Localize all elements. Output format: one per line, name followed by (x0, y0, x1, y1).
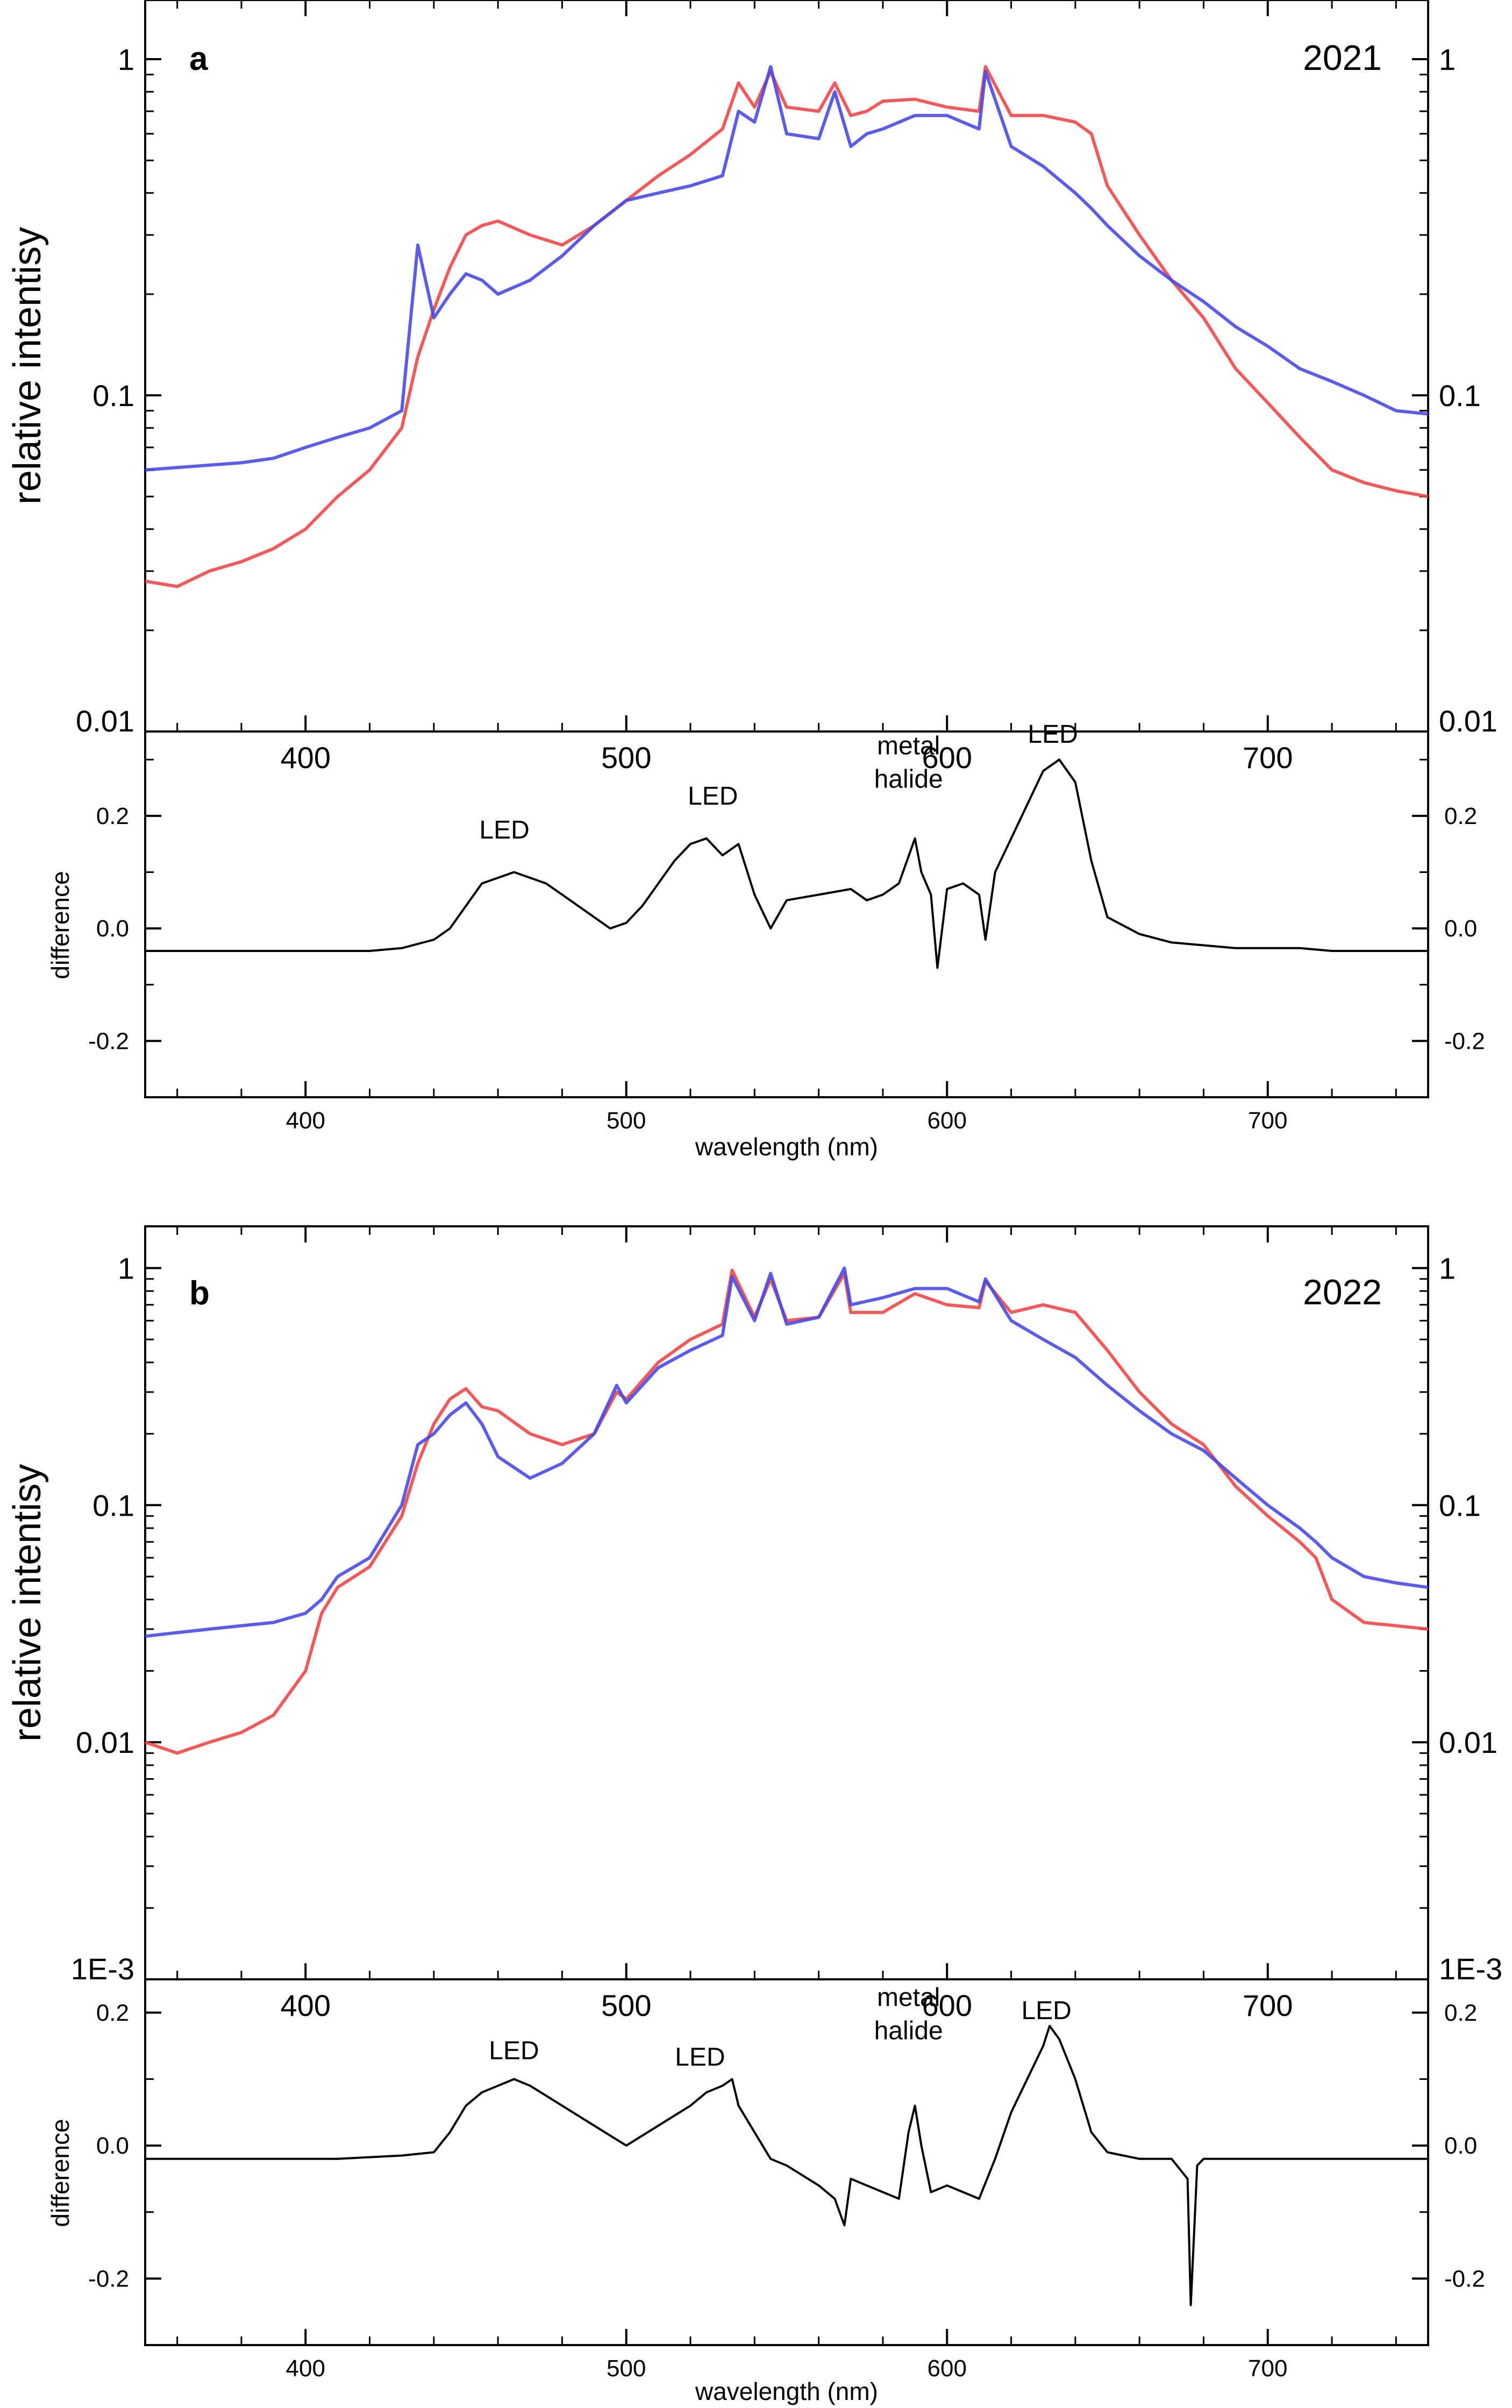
panel-b-diff-xtick-label: 600 (928, 2355, 967, 2382)
panel-a-main-series-line-0 (145, 65, 1429, 588)
panel-a-diff-frame (144, 730, 1429, 1098)
panel-b-main-series-line-0 (145, 1268, 1429, 1755)
panel-a-main-xtick-label: 700 (1243, 741, 1293, 775)
panel-a-main-xtick-label: 500 (601, 741, 651, 775)
panel-b-diff-annotation: LED (489, 2036, 539, 2065)
panel-b-letter: b (189, 1275, 210, 1312)
panel-b-main-ytick-label-right: 1 (1439, 1252, 1456, 1285)
panel-a-diff-ytick-label: 0.2 (96, 803, 129, 829)
panel-a-main-ytick-label-right: 0.1 (1439, 379, 1481, 413)
panel-b-main-plot: 1E-3 1E-3 0.01 0.01 0.1 0.1 1 1 400 500 600 700 b 2… (6, 1225, 1502, 2022)
panel-a-main-ytick-label: 1 (118, 42, 134, 76)
panel-a-main-ytick-label-right: 1 (1439, 42, 1456, 76)
panel-b-diff-annotation: halide (874, 2016, 943, 2045)
panel-b-diff-ticks: -0.2 -0.2 0.0 0.0 0.2 0.2 400 500 600 700 (88, 2000, 1485, 2382)
panel-b-main-frame (144, 1225, 1429, 1980)
panel-b-diff-xtick-label: 700 (1248, 2355, 1287, 2382)
panel-b-annotations: LED LED metal halide LED (489, 1983, 1072, 2071)
panel-a-main-ytick-label: 0.1 (92, 379, 134, 413)
panel-a-diff-xtick-label: 400 (286, 1107, 325, 1134)
panel-a-xlabel: wavelength (nm) (695, 1133, 878, 1161)
panel-b-main-ytick-label-right: 0.1 (1439, 1488, 1481, 1522)
panel-b-main-series-line-1 (145, 1266, 1429, 1638)
panel-b-diff-ytick-label-right: 0.2 (1444, 2000, 1477, 2026)
panel-b-diff-ytick-label-right: 0.0 (1444, 2133, 1477, 2159)
panel-a-diff-annotation: halide (874, 765, 943, 794)
panel-a-main-ytick-label-right: 0.01 (1439, 704, 1497, 738)
panel-a-diff-ytick-label: -0.2 (88, 1028, 129, 1054)
panel-b-diff-annotation: LED (1021, 1997, 1071, 2025)
panel-a-diff-ytick-label-right: 0.0 (1444, 915, 1477, 942)
panel-b-main-xtick-label: 400 (281, 1988, 331, 2022)
panel-a-diff-annotation: metal (877, 732, 940, 761)
panel-b-main-ytick-label: 1 (118, 1252, 134, 1285)
panel-b-diff-diff-line (145, 2025, 1428, 2306)
panel-b-main-xtick-label: 500 (601, 1988, 651, 2022)
panel-b-main-series (145, 1266, 1429, 1755)
panel-b-ylabel: relative intentisy (6, 1464, 49, 1742)
panel-a-main-xtick-label: 600 (922, 741, 972, 775)
panel-a-diff-diff-line (145, 758, 1428, 969)
panel-a-main-series (145, 65, 1429, 588)
panel-a-diff-annotation: LED (479, 816, 529, 844)
panel-b-diff-ytick-label-right: -0.2 (1444, 2265, 1485, 2292)
panel-b-xlabel: wavelength (nm) (695, 2377, 878, 2405)
panel-b-diff-series (145, 2025, 1428, 2306)
panel-b-year: 2022 (1303, 1272, 1382, 1312)
panel-a-diff-ytick-label: 0.0 (96, 915, 129, 942)
panel-b-diff-annotation: LED (675, 2043, 725, 2072)
panel-a-year: 2021 (1303, 38, 1382, 77)
panel-a-diff-xtick-label: 700 (1248, 1107, 1287, 1134)
panel-a-diff-xtick-label: 600 (928, 1107, 967, 1134)
panel-b-diff-xtick-label: 400 (286, 2355, 325, 2382)
panel-a-letter: a (189, 40, 208, 77)
panel-b-main-ytick-label-right: 1E-3 (1439, 1952, 1502, 1986)
panel-b-diff-ytick-label: 0.0 (96, 2133, 129, 2159)
panel-a-main-series-line-1 (145, 65, 1429, 472)
panel-b-diff-frame (144, 1978, 1429, 2346)
panel-a-diff-ytick-label-right: 0.2 (1444, 803, 1477, 829)
panel-a-diff-ylabel: difference (46, 871, 74, 979)
panel-b-main-xtick-label: 700 (1243, 1988, 1293, 2022)
panel-b-main-ytick-label-right: 0.01 (1439, 1725, 1497, 1759)
panel-b-diff-annotation: metal (877, 1983, 940, 2012)
panel-b-diff-ylabel: difference (46, 2119, 74, 2227)
panel-b-main-ytick-label: 1E-3 (71, 1952, 134, 1986)
panel-a-main-ticks: 0.01 0.01 0.1 0.1 1 1 400 500 600 700 (76, 0, 1497, 775)
panel-b-diff-ytick-label: 0.2 (96, 2000, 129, 2026)
panel-b-main-ytick-label: 0.01 (76, 1725, 134, 1759)
panel-b-main-ticks: 1E-3 1E-3 0.01 0.01 0.1 0.1 1 1 400 500 600 700 (71, 1226, 1502, 2022)
panel-a-diff-series (145, 758, 1428, 969)
panel-b-difference-plot: -0.2 -0.2 0.0 0.0 0.2 0.2 400 500 600 700 LED LED m… (46, 1978, 1485, 2405)
panel-b-main-xtick-label: 600 (922, 1988, 972, 2022)
panel-b-diff-ytick-label: -0.2 (88, 2265, 129, 2292)
panel-b-main-ytick-label: 0.1 (92, 1488, 134, 1522)
panel-a-main-ytick-label: 0.01 (76, 704, 134, 738)
panel-a-diff-xtick-label: 500 (607, 1107, 646, 1134)
panel-a-diff-ticks: -0.2 -0.2 0.0 0.0 0.2 0.2 400 500 600 700 (88, 758, 1485, 1134)
panel-a-ylabel: relative intentisy (6, 227, 49, 505)
panel-a-diff-ytick-label-right: -0.2 (1444, 1028, 1485, 1054)
panel-a-annotations: LED LED metal halide LED (479, 720, 1078, 844)
panel-a-difference-plot: -0.2 -0.2 0.0 0.0 0.2 0.2 400 500 600 700 LED LED m… (46, 720, 1485, 1161)
panel-a-main-plot: 0.01 0.01 0.1 0.1 1 1 400 500 600 700 a 2021 rela… (6, 0, 1497, 775)
panel-b-diff-xtick-label: 500 (607, 2355, 646, 2382)
panel-a-main-xtick-label: 400 (281, 741, 331, 775)
panel-a-diff-annotation: LED (1028, 720, 1078, 749)
panel-a-diff-annotation: LED (688, 782, 738, 811)
